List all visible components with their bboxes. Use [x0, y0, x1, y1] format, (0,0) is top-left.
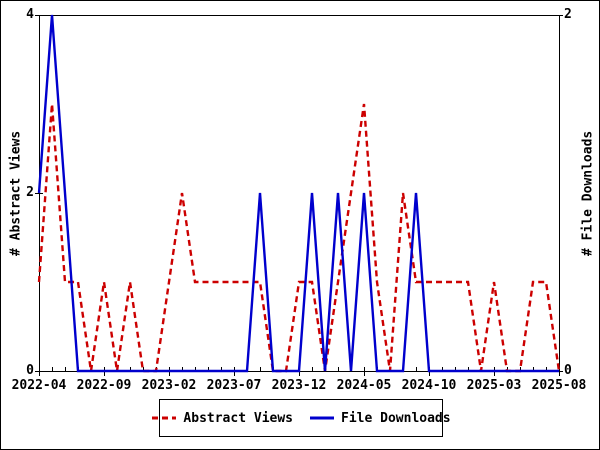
chart-legend: Abstract Views File Downloads [152, 399, 451, 437]
legend-entry-abstract-views: Abstract Views [151, 411, 293, 426]
y-left-tick-label: 0 [26, 363, 34, 378]
x-tick-label: 2025-08 [531, 378, 587, 393]
series-line-file-downloads [37, 14, 559, 373]
legend-label-file-downloads: File Downloads [341, 410, 451, 426]
x-tick-label: 2025-03 [466, 378, 522, 393]
plot-frame [39, 15, 560, 372]
x-tick-label: 2022-04 [11, 378, 67, 393]
x-tick-label: 2023-12 [271, 378, 327, 393]
x-tick-label: 2023-02 [141, 378, 197, 393]
y-left-tick-label: 4 [26, 7, 34, 22]
y-right-tick-label: 2 [564, 7, 572, 22]
blue-solid-line-sample [310, 416, 334, 420]
x-tick-label: 2022-09 [76, 378, 132, 393]
x-tick-label: 2023-07 [206, 378, 262, 393]
y-right-tick-label: 0 [564, 363, 572, 378]
legend-entry-file-downloads: File Downloads [309, 411, 451, 426]
legend-label-abstract-views: Abstract Views [183, 410, 293, 426]
x-tick-label: 2024-05 [336, 378, 392, 393]
series-line-abstract-views [37, 103, 561, 373]
x-tick-label: 2024-10 [401, 378, 457, 393]
red-dashed-line-sample [152, 416, 177, 420]
right-axis-title: # File Downloads [580, 130, 596, 256]
y-left-tick-label: 2 [26, 185, 34, 200]
